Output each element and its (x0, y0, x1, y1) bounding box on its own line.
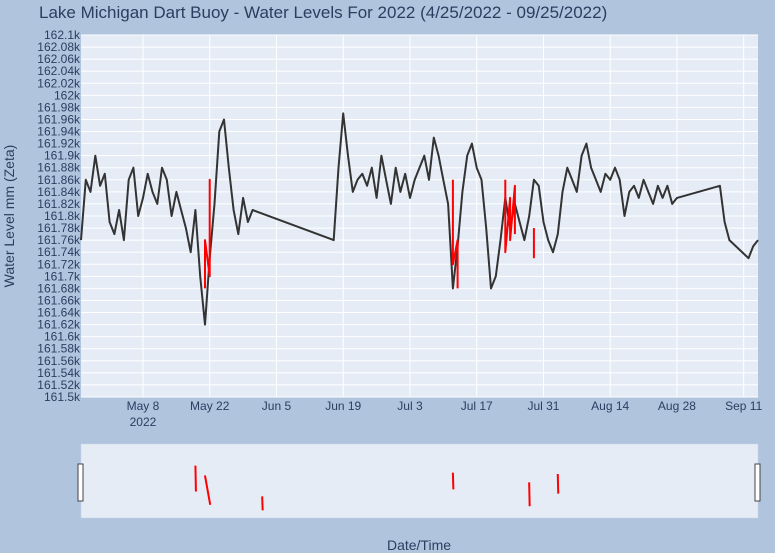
x-tick-label: Aug 14 (591, 399, 629, 413)
series-line-3 (504, 179, 516, 254)
x-tick-labels: May 8 2022 May 22 Jun 5 Jun 19 Jul 3 Jul 17 Jul… (127, 399, 763, 429)
y-tick-label: 161.7k (44, 269, 81, 283)
range-slider-left-handle[interactable] (77, 463, 84, 502)
y-tick-label: 161.68k (37, 281, 81, 295)
y-tick-label: 162.06k (37, 52, 81, 66)
series-line-2 (451, 179, 459, 289)
chart-title: Lake Michigan Dart Buoy - Water Levels F… (39, 3, 608, 22)
y-tick-label: 161.76k (37, 233, 81, 247)
series-line-1 (204, 178, 211, 289)
y-tick-label: 161.6k (44, 330, 81, 344)
range-slider-right-handle[interactable] (754, 463, 761, 502)
y-tick-label: 161.96k (37, 112, 81, 126)
range-slider-mark (528, 482, 531, 507)
range-slider-mark (194, 465, 197, 492)
y-tick-label: 162.08k (37, 40, 81, 54)
y-tick-label: 161.62k (37, 318, 81, 332)
x-tick-label: Jul 31 (527, 399, 559, 413)
x-tick-label: Jul 3 (397, 399, 423, 413)
y-tick-label: 161.9k (44, 149, 81, 163)
y-tick-label: 161.54k (37, 366, 81, 380)
y-tick-label: 162k (54, 88, 81, 102)
y-tick-label: 161.78k (37, 221, 81, 235)
y-tick-label: 161.94k (37, 125, 81, 139)
x-tick-label: May 8 (127, 399, 160, 413)
x-tick-label: May 22 (190, 399, 230, 413)
y-tick-label: 161.5k (44, 390, 81, 404)
y-tick-label: 161.84k (37, 185, 81, 199)
y-tick-label: 162.04k (37, 64, 81, 78)
x-tick-label: Aug 28 (658, 399, 696, 413)
y-tick-label: 161.92k (37, 137, 81, 151)
x-tick-label: Jul 17 (461, 399, 493, 413)
y-tick-label: 162.1k (44, 28, 81, 42)
y-tick-label: 161.86k (37, 173, 81, 187)
y-tick-label: 161.82k (37, 197, 81, 211)
y-tick-label: 161.72k (37, 257, 81, 271)
x-tick-year-label: 2022 (130, 415, 157, 429)
series-group (80, 112, 759, 326)
y-tick-label: 162.02k (37, 76, 81, 90)
y-tick-label: 161.58k (37, 342, 81, 356)
y-tick-label: 161.56k (37, 354, 81, 368)
y-tick-label: 161.64k (37, 306, 81, 320)
x-axis-label: Date/Time (386, 537, 452, 553)
x-tick-label: Sep 11 (725, 399, 762, 413)
y-tick-label: 161.52k (37, 378, 81, 392)
series-line-0 (80, 112, 759, 326)
range-slider[interactable] (80, 443, 759, 519)
y-tick-label: 161.66k (37, 293, 81, 307)
range-slider-mark (261, 496, 264, 511)
y-tick-label: 161.88k (37, 161, 81, 175)
y-tick-label: 161.8k (44, 209, 81, 223)
x-tick-label: Jun 5 (262, 399, 292, 413)
x-tick-label: Jun 19 (325, 399, 361, 413)
range-slider-traces (194, 465, 560, 511)
range-slider-mark (203, 475, 212, 505)
range-slider-mark (451, 472, 455, 490)
range-slider-mark (556, 473, 560, 494)
y-tick-label: 161.98k (37, 100, 81, 114)
y-tick-labels: 161.5k161.52k161.54k161.56k161.58k161.6k… (37, 28, 81, 404)
y-tick-label: 161.74k (37, 245, 81, 259)
